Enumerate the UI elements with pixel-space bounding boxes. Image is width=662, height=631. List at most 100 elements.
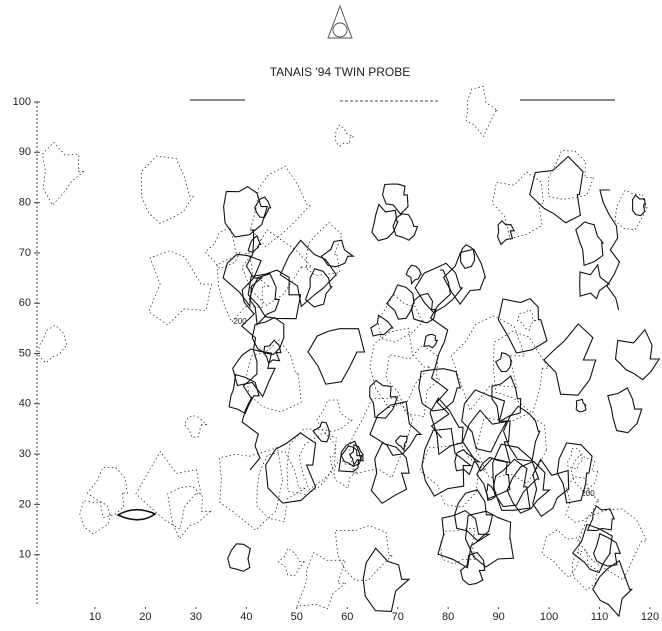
contour bbox=[136, 452, 201, 530]
contour bbox=[224, 187, 268, 237]
contour bbox=[387, 285, 414, 319]
contour bbox=[466, 86, 498, 136]
contour bbox=[43, 142, 84, 205]
contour bbox=[383, 184, 408, 214]
contour bbox=[80, 501, 111, 534]
contour bbox=[530, 157, 583, 223]
contour bbox=[616, 330, 660, 380]
contour bbox=[185, 416, 207, 438]
contour bbox=[264, 340, 281, 363]
contour bbox=[242, 230, 260, 470]
contour bbox=[542, 530, 581, 578]
contour bbox=[498, 299, 547, 353]
contour bbox=[431, 270, 451, 438]
x-tick-label: 120 bbox=[641, 611, 659, 623]
contour bbox=[444, 249, 486, 304]
contour bbox=[572, 455, 598, 489]
x-tick-label: 70 bbox=[392, 611, 404, 623]
contour bbox=[228, 544, 251, 572]
x-tick-label: 60 bbox=[341, 611, 353, 623]
y-tick-label: 100 bbox=[13, 96, 31, 108]
contour bbox=[430, 398, 463, 454]
chart-title: TANAIS '94 TWIN PROBE bbox=[270, 65, 411, 79]
contour bbox=[87, 467, 127, 517]
logo bbox=[328, 6, 352, 38]
contour bbox=[370, 381, 398, 419]
contour bbox=[576, 222, 603, 265]
contour bbox=[498, 221, 515, 244]
contour bbox=[461, 245, 475, 269]
contour bbox=[308, 329, 364, 385]
contour bbox=[168, 486, 211, 538]
contour bbox=[412, 294, 436, 323]
contour bbox=[220, 448, 283, 531]
y-tick-label: 30 bbox=[19, 448, 31, 460]
contour bbox=[517, 309, 536, 330]
contour bbox=[438, 511, 489, 568]
contour bbox=[297, 553, 346, 609]
contour bbox=[462, 390, 507, 452]
contour bbox=[455, 490, 493, 541]
y-tick-label: 40 bbox=[19, 398, 31, 410]
x-tick-label: 20 bbox=[139, 611, 151, 623]
contour bbox=[466, 511, 514, 567]
contour bbox=[257, 451, 306, 522]
x-tick-label: 100 bbox=[540, 611, 558, 623]
contour bbox=[493, 459, 530, 510]
x-tick-label: 50 bbox=[291, 611, 303, 623]
contour bbox=[299, 433, 336, 490]
contour bbox=[593, 561, 632, 617]
contour bbox=[424, 334, 437, 348]
y-tick-label: 50 bbox=[19, 347, 31, 359]
contour bbox=[594, 534, 621, 566]
contour bbox=[233, 349, 275, 396]
contour bbox=[492, 172, 543, 239]
contour bbox=[205, 227, 240, 269]
contour bbox=[306, 269, 332, 307]
x-tick-label: 30 bbox=[190, 611, 202, 623]
contour bbox=[266, 433, 316, 503]
contour bbox=[576, 399, 586, 412]
contour bbox=[141, 156, 193, 223]
contour bbox=[580, 265, 609, 299]
y-tick-label: 80 bbox=[19, 197, 31, 209]
contour bbox=[335, 125, 353, 146]
contour bbox=[251, 166, 310, 246]
contour bbox=[39, 325, 67, 363]
contour bbox=[371, 315, 393, 336]
y-tick-label: 20 bbox=[19, 498, 31, 510]
contour-lines bbox=[39, 86, 659, 616]
contour bbox=[492, 376, 521, 422]
contour bbox=[549, 151, 594, 200]
contour bbox=[461, 553, 485, 585]
contour bbox=[248, 236, 261, 253]
contour bbox=[229, 375, 259, 414]
contour bbox=[306, 223, 342, 276]
contour bbox=[533, 459, 569, 516]
contour bbox=[608, 388, 642, 433]
contour bbox=[544, 324, 596, 395]
contour bbox=[118, 510, 155, 520]
contour bbox=[335, 526, 392, 581]
contour bbox=[313, 422, 329, 442]
contour bbox=[322, 240, 354, 267]
contour bbox=[223, 254, 262, 306]
chart: TANAIS '94 TWIN PROBE 200 200 10 20 30 40 50… bbox=[0, 0, 662, 631]
y-tick-label: 10 bbox=[19, 549, 31, 561]
contour bbox=[420, 442, 486, 507]
x-tick-label: 110 bbox=[591, 611, 609, 623]
contour bbox=[451, 316, 524, 410]
contour bbox=[615, 190, 647, 230]
contour bbox=[317, 400, 352, 431]
contour bbox=[493, 444, 539, 506]
contour-label: 200 bbox=[581, 489, 595, 498]
contour bbox=[496, 353, 512, 372]
contour bbox=[371, 443, 409, 503]
contour bbox=[372, 205, 398, 241]
x-tick-label: 90 bbox=[493, 611, 505, 623]
x-tick-label: 40 bbox=[240, 611, 252, 623]
contour bbox=[280, 240, 336, 306]
contour bbox=[149, 251, 212, 325]
x-tick-label: 80 bbox=[442, 611, 454, 623]
contour-label: 200 bbox=[233, 317, 247, 326]
